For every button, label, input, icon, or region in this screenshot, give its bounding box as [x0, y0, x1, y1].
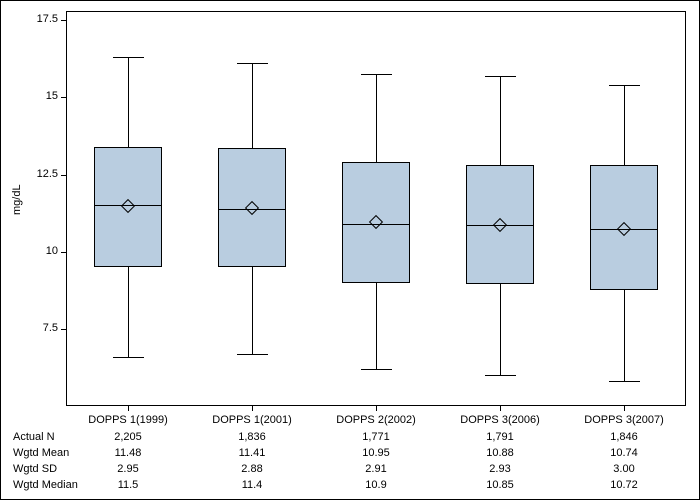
stats-cell: 10.72 — [610, 479, 638, 491]
chart-container: mg/dL 7.5 10 12.5 15 17.5 DOPPS 1(1999) DOPPS … — [0, 0, 700, 500]
y-tick — [61, 252, 66, 253]
stats-cell: 2.93 — [489, 463, 510, 475]
whisker-cap-upper — [237, 63, 268, 64]
whisker-lower — [376, 283, 377, 369]
whisker-cap-lower — [113, 357, 144, 358]
x-tick — [624, 406, 625, 411]
stats-cell: 10.9 — [365, 479, 386, 491]
whisker-upper — [376, 74, 377, 162]
whisker-lower — [252, 267, 253, 353]
stats-cell: 10.88 — [486, 447, 514, 459]
y-tick — [61, 175, 66, 176]
x-tick — [128, 406, 129, 411]
stats-cell: 2.88 — [241, 463, 262, 475]
stats-cell: 1,846 — [610, 431, 638, 443]
stats-row-label: Actual N — [13, 431, 55, 443]
x-tick — [376, 406, 377, 411]
whisker-cap-lower — [237, 354, 268, 355]
whisker-upper — [128, 57, 129, 146]
stats-cell: 10.95 — [362, 447, 390, 459]
stats-cell: 1,791 — [486, 431, 514, 443]
stats-cell: 2.91 — [365, 463, 386, 475]
whisker-cap-upper — [609, 85, 640, 86]
x-category-label: DOPPS 1(2001) — [212, 414, 291, 426]
stats-cell: 1,836 — [238, 431, 266, 443]
x-tick — [252, 406, 253, 411]
y-axis-label: mg/dL — [11, 199, 23, 215]
whisker-cap-lower — [485, 375, 516, 376]
y-tick-label: 10 — [26, 245, 58, 257]
stats-cell: 11.5 — [118, 479, 139, 491]
y-tick-label: 15 — [26, 90, 58, 102]
whisker-upper — [500, 76, 501, 165]
stats-cell: 2,205 — [114, 431, 142, 443]
stats-cell: 2.95 — [117, 463, 138, 475]
x-category-label: DOPPS 2(2002) — [336, 414, 415, 426]
whisker-cap-lower — [609, 381, 640, 382]
stats-cell: 10.85 — [486, 479, 514, 491]
stats-cell: 11.4 — [242, 479, 263, 491]
y-tick — [61, 97, 66, 98]
stats-cell: 11.41 — [239, 447, 266, 459]
whisker-lower — [500, 284, 501, 375]
x-category-label: DOPPS 3(2006) — [460, 414, 539, 426]
y-tick — [61, 20, 66, 21]
x-tick — [500, 406, 501, 411]
whisker-upper — [252, 63, 253, 148]
stats-cell: 11.48 — [115, 447, 142, 459]
stats-row-label: Wgtd SD — [13, 463, 57, 475]
x-category-label: DOPPS 1(1999) — [88, 414, 167, 426]
y-tick-label: 17.5 — [26, 13, 58, 25]
stats-cell: 1,771 — [362, 431, 390, 443]
stats-cell: 3.00 — [613, 463, 634, 475]
whisker-cap-upper — [485, 76, 516, 77]
y-tick-label: 12.5 — [26, 168, 58, 180]
x-category-label: DOPPS 3(2007) — [584, 414, 663, 426]
whisker-cap-lower — [361, 369, 392, 370]
stats-cell: 10.74 — [610, 447, 638, 459]
whisker-cap-upper — [361, 74, 392, 75]
whisker-lower — [624, 290, 625, 381]
y-tick — [61, 329, 66, 330]
stats-row-label: Wgtd Median — [13, 479, 78, 491]
y-tick-label: 7.5 — [26, 322, 58, 334]
whisker-upper — [624, 85, 625, 165]
stats-row-label: Wgtd Mean — [13, 447, 69, 459]
whisker-lower — [128, 267, 129, 356]
whisker-cap-upper — [113, 57, 144, 58]
